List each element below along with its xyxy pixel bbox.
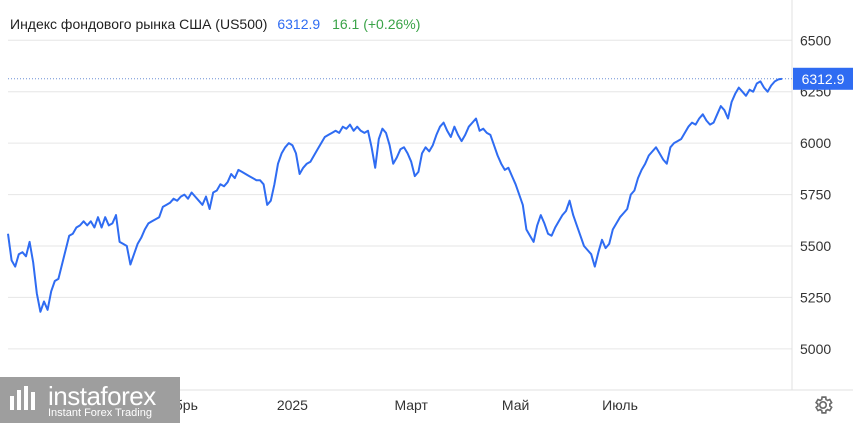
logo-mark-icon — [10, 386, 35, 410]
gear-icon[interactable] — [812, 394, 834, 416]
y-tick-label: 5250 — [800, 289, 831, 305]
y-tick-label: 6000 — [800, 135, 831, 151]
x-tick-label: 2025 — [277, 397, 308, 413]
x-tick-label: Март — [394, 397, 428, 413]
y-tick-label: 5750 — [800, 187, 831, 203]
series-line — [7, 77, 783, 313]
x-tick-label: Июль — [602, 397, 638, 413]
last-price-label: 6312.9 — [802, 71, 845, 87]
logo-subtitle: Instant Forex Trading — [48, 407, 152, 419]
last-price-badge — [793, 67, 853, 90]
instaforex-logo: instaforex Instant Forex Trading — [0, 377, 180, 423]
logo-word: instaforex — [48, 381, 156, 411]
last-price-text: 6312.9 — [277, 16, 321, 32]
x-tick-label: Май — [502, 397, 529, 413]
change-text: 16.1 (+0.26%) — [332, 16, 421, 32]
instrument-name: Индекс фондового рынка США (US500) — [10, 16, 268, 32]
y-tick-label: 6500 — [800, 32, 831, 48]
y-tick-label: 5500 — [800, 238, 831, 254]
y-tick-label: 5000 — [800, 341, 831, 357]
chart-header: Индекс фондового рынка США (US500) 6312.… — [10, 16, 426, 32]
